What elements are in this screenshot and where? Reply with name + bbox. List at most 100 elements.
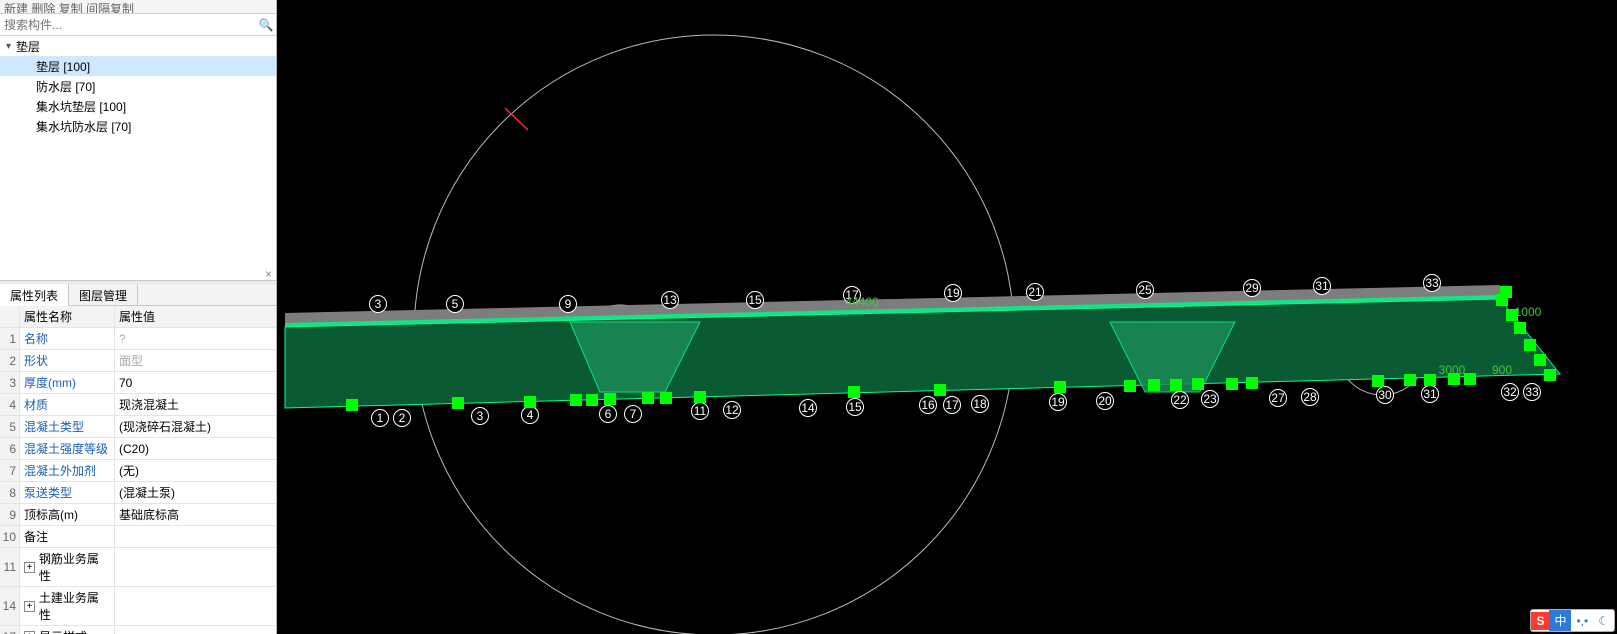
- edit-grip[interactable]: [934, 384, 946, 396]
- property-row[interactable]: 4材质现浇混凝土: [0, 394, 276, 416]
- ime-s-icon: S: [1531, 612, 1549, 630]
- tree-item[interactable]: 垫层 [100]: [0, 56, 276, 76]
- tree-item[interactable]: 集水坑垫层 [100]: [0, 96, 276, 116]
- property-table: 属性名称 属性值 1名称?2形状面型3厚度(mm)704材质现浇混凝土5混凝土类…: [0, 306, 276, 634]
- axis-marker: 11: [691, 402, 709, 420]
- axis-marker: 13: [661, 291, 679, 309]
- edit-grip[interactable]: [1544, 369, 1556, 381]
- ime-badge[interactable]: S 中 •,• ☾: [1530, 609, 1615, 632]
- axis-marker: 33: [1523, 383, 1541, 401]
- ime-moon-icon[interactable]: ☾: [1593, 612, 1614, 630]
- axis-marker: 21: [1026, 283, 1044, 301]
- edit-grip[interactable]: [604, 393, 616, 405]
- property-row[interactable]: 14+土建业务属性: [0, 587, 276, 626]
- property-row[interactable]: 5混凝土类型(现浇碎石混凝土): [0, 416, 276, 438]
- property-row[interactable]: 3厚度(mm)70: [0, 372, 276, 394]
- edit-grip[interactable]: [660, 392, 672, 404]
- edit-grip[interactable]: [1148, 379, 1160, 391]
- axis-marker: 14: [799, 399, 817, 417]
- axis-marker: 7: [624, 405, 642, 423]
- axis-marker: 22: [1171, 391, 1189, 409]
- tree-item[interactable]: 防水层 [70]: [0, 76, 276, 96]
- search-icon[interactable]: 🔍: [256, 18, 276, 32]
- property-row[interactable]: 10备注: [0, 526, 276, 548]
- edit-grip[interactable]: [642, 392, 654, 404]
- property-row[interactable]: 8泵送类型(混凝土泵): [0, 482, 276, 504]
- edit-grip[interactable]: [1372, 375, 1384, 387]
- axis-marker: 27: [1269, 389, 1287, 407]
- axis-marker: 31: [1421, 385, 1439, 403]
- edit-grip[interactable]: [586, 394, 598, 406]
- edit-grip[interactable]: [1534, 354, 1546, 366]
- axis-marker: 19: [1049, 393, 1067, 411]
- ime-punct[interactable]: •,•: [1571, 612, 1593, 630]
- edit-grip[interactable]: [524, 396, 536, 408]
- property-row[interactable]: 7混凝土外加剂(无): [0, 460, 276, 482]
- axis-marker: 5: [446, 295, 464, 313]
- axis-marker: 15: [846, 398, 864, 416]
- edit-grip[interactable]: [1246, 377, 1258, 389]
- axis-marker: 3: [369, 295, 387, 313]
- axis-marker: 33: [1423, 274, 1441, 292]
- tabs: 属性列表 图层管理: [0, 284, 276, 306]
- mini-toolbar: 新建 删除 复制 间隔复制: [0, 0, 276, 14]
- axis-marker: 31: [1313, 277, 1331, 295]
- property-row[interactable]: 1名称?: [0, 328, 276, 350]
- expand-icon[interactable]: +: [24, 562, 35, 573]
- edit-grip[interactable]: [1464, 373, 1476, 385]
- property-row[interactable]: 6混凝土强度等级(C20): [0, 438, 276, 460]
- axis-marker: 28: [1301, 388, 1319, 406]
- property-row[interactable]: 17+显示样式: [0, 626, 276, 634]
- edit-grip[interactable]: [1500, 286, 1512, 298]
- axis-marker: 4: [521, 406, 539, 424]
- edit-grip[interactable]: [1170, 379, 1182, 391]
- edit-grip[interactable]: [452, 397, 464, 409]
- dimension-text: 900: [1492, 363, 1512, 377]
- left-panel: 新建 删除 复制 间隔复制 🔍 ▾垫层垫层 [100]防水层 [70]集水坑垫层…: [0, 0, 277, 634]
- search-input[interactable]: [0, 16, 256, 34]
- axis-marker: 32: [1501, 383, 1519, 401]
- axis-marker: 9: [559, 295, 577, 313]
- header-name: 属性名称: [20, 306, 115, 327]
- edit-grip[interactable]: [1054, 381, 1066, 393]
- axis-marker: 16: [919, 396, 937, 414]
- edit-grip[interactable]: [694, 391, 706, 403]
- panel-divider[interactable]: ×: [0, 280, 276, 284]
- edit-grip[interactable]: [1192, 378, 1204, 390]
- property-row[interactable]: 9顶标高(m)基础底标高: [0, 504, 276, 526]
- property-row[interactable]: 11+钢筋业务属性: [0, 548, 276, 587]
- property-header: 属性名称 属性值: [0, 306, 276, 328]
- search-row: 🔍: [0, 14, 276, 36]
- axis-marker: 17: [943, 396, 961, 414]
- axis-marker: 30: [1376, 386, 1394, 404]
- axis-marker: 3: [471, 407, 489, 425]
- edit-grip[interactable]: [570, 394, 582, 406]
- edit-grip[interactable]: [1424, 374, 1436, 386]
- axis-marker: 29: [1243, 279, 1261, 297]
- tab-layers[interactable]: 图层管理: [69, 284, 138, 305]
- edit-grip[interactable]: [1226, 378, 1238, 390]
- model-viewport[interactable]: S 中 •,• ☾ 359131517192125293133123467111…: [277, 0, 1617, 634]
- property-row[interactable]: 2形状面型: [0, 350, 276, 372]
- edit-grip[interactable]: [848, 386, 860, 398]
- tree-parent[interactable]: ▾垫层: [0, 36, 276, 56]
- edit-grip[interactable]: [1524, 339, 1536, 351]
- tree-item[interactable]: 集水坑防水层 [70]: [0, 116, 276, 136]
- caret-down-icon: ▾: [6, 41, 16, 52]
- ime-lang[interactable]: 中: [1549, 610, 1571, 631]
- close-icon[interactable]: ×: [265, 267, 272, 281]
- edit-grip[interactable]: [346, 399, 358, 411]
- edit-grip[interactable]: [1514, 322, 1526, 334]
- axis-marker: 23: [1201, 390, 1219, 408]
- component-tree: ▾垫层垫层 [100]防水层 [70]集水坑垫层 [100]集水坑防水层 [70…: [0, 36, 276, 280]
- expand-icon[interactable]: +: [24, 601, 35, 612]
- edit-grip[interactable]: [1448, 373, 1460, 385]
- edit-grip[interactable]: [1506, 309, 1518, 321]
- axis-marker: 6: [599, 405, 617, 423]
- axis-marker: 2: [393, 409, 411, 427]
- axis-marker: 18: [971, 395, 989, 413]
- tab-properties[interactable]: 属性列表: [0, 284, 69, 306]
- edit-grip[interactable]: [1124, 380, 1136, 392]
- dimension-text: 44400: [845, 295, 878, 309]
- edit-grip[interactable]: [1404, 374, 1416, 386]
